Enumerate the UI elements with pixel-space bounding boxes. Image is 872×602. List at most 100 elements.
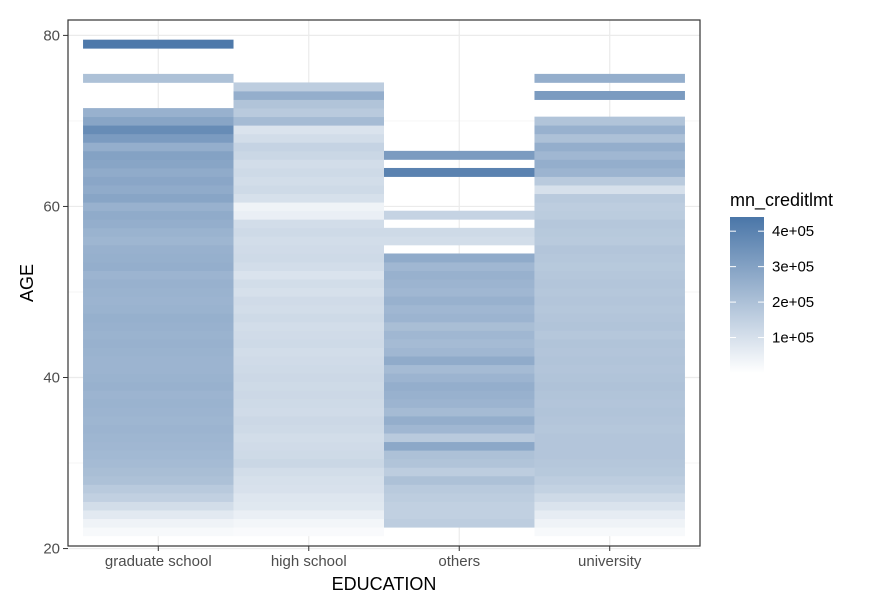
heatmap-cell: [534, 458, 685, 468]
heatmap-cell: [83, 475, 234, 485]
heatmap-cell: [534, 185, 685, 195]
heatmap-cell: [534, 296, 685, 306]
heatmap-cell: [384, 279, 535, 289]
heatmap-cell: [83, 193, 234, 203]
y-tick-label: 60: [43, 198, 60, 215]
heatmap-cell: [233, 339, 384, 348]
heatmap-cell: [534, 125, 685, 135]
heatmap-cell: [534, 373, 685, 383]
heatmap-cell: [534, 287, 685, 297]
heatmap-cell: [233, 492, 384, 502]
heatmap-cell: [83, 210, 234, 220]
heatmap-cell: [534, 304, 685, 314]
heatmap-cell: [534, 202, 685, 212]
heatmap-cell: [534, 415, 685, 425]
heatmap-cell: [384, 518, 535, 528]
x-tick-label: university: [578, 553, 642, 570]
heatmap-cell: [534, 193, 685, 203]
x-axis-title: EDUCATION: [332, 574, 437, 594]
heatmap-cell: [384, 356, 535, 366]
heatmap-cell: [233, 167, 384, 177]
heatmap-cell: [233, 381, 384, 391]
heatmap-cell: [83, 390, 234, 400]
heatmap-cell: [83, 330, 234, 340]
heatmap-cell: [233, 398, 384, 408]
heatmap-cell: [83, 236, 234, 246]
heatmap-cell: [233, 99, 384, 109]
heatmap-cell: [83, 347, 234, 357]
heatmap-cell: [534, 210, 685, 220]
heatmap-cell: [384, 492, 535, 502]
y-tick-label: 20: [43, 541, 60, 558]
heatmap-cell: [233, 450, 384, 460]
heatmap-cell: [384, 287, 535, 297]
heatmap-cell: [534, 270, 685, 280]
heatmap-cell: [384, 373, 535, 383]
heatmap-cell: [534, 467, 685, 477]
heatmap-cell: [534, 159, 685, 169]
heatmap-cell: [83, 133, 234, 143]
heatmap-cell: [384, 415, 535, 425]
heatmap-cell: [83, 270, 234, 280]
heatmap-cell: [233, 296, 384, 306]
heatmap-cell: [233, 262, 384, 271]
heatmap-cell: [384, 398, 535, 408]
heatmap-cell: [83, 339, 234, 348]
heatmap-cell: [384, 227, 535, 237]
heatmap-cell: [233, 159, 384, 169]
heatmap-cell: [83, 202, 234, 212]
x-tick-label: others: [438, 553, 480, 570]
heatmap-cell: [83, 185, 234, 195]
heatmap-cell: [83, 304, 234, 314]
heatmap-cell: [233, 253, 384, 263]
heatmap-cell: [233, 321, 384, 331]
heatmap-cell: [233, 441, 384, 451]
legend-tick-label: 3e+05: [772, 259, 814, 276]
heatmap-cell: [233, 142, 384, 152]
heatmap-cell: [384, 210, 535, 220]
heatmap-cell: [534, 116, 685, 126]
heatmap-cell: [233, 193, 384, 203]
heatmap-cell: [83, 364, 234, 374]
heatmap-cell: [83, 492, 234, 502]
heatmap-cell: [233, 364, 384, 374]
heatmap-cell: [534, 441, 685, 451]
heatmap-cell: [534, 279, 685, 289]
heatmap-cell: [83, 313, 234, 323]
heatmap-cell: [384, 296, 535, 306]
heatmap-cell: [83, 219, 234, 229]
heatmap-cell: [534, 492, 685, 502]
heatmap-cell: [83, 356, 234, 366]
heatmap-cell: [384, 364, 535, 374]
heatmap-cell: [83, 150, 234, 160]
heatmap-cell: [384, 475, 535, 485]
x-axis: graduate school high school others universi…: [105, 546, 642, 570]
heatmap-cell: [384, 339, 535, 348]
heatmap-cell: [534, 330, 685, 340]
heatmap-cell: [233, 467, 384, 477]
heatmap-cell: [83, 381, 234, 391]
heatmap-cell: [534, 262, 685, 271]
heatmap-cell: [534, 73, 685, 83]
heatmap-cell: [233, 424, 384, 434]
heatmap-cell: [233, 185, 384, 195]
heatmap-cell: [534, 356, 685, 366]
heatmap-cell: [233, 116, 384, 126]
heatmap-cell: [534, 321, 685, 331]
y-tick-label: 80: [43, 27, 60, 44]
heatmap-cell: [384, 450, 535, 460]
heatmap-cell: [233, 501, 384, 511]
heatmap-cell: [83, 398, 234, 408]
heatmap-cell: [83, 159, 234, 169]
heatmap-cell: [83, 244, 234, 254]
heatmap-cell: [534, 484, 685, 494]
heatmap-cell: [534, 501, 685, 511]
heatmap-cell: [233, 390, 384, 400]
heatmap-cell: [83, 415, 234, 425]
heatmap-cell: [384, 262, 535, 271]
heatmap-cell: [534, 450, 685, 460]
heatmap-cell: [233, 356, 384, 366]
heatmap-cell: [384, 407, 535, 417]
heatmap-cell: [384, 167, 535, 177]
